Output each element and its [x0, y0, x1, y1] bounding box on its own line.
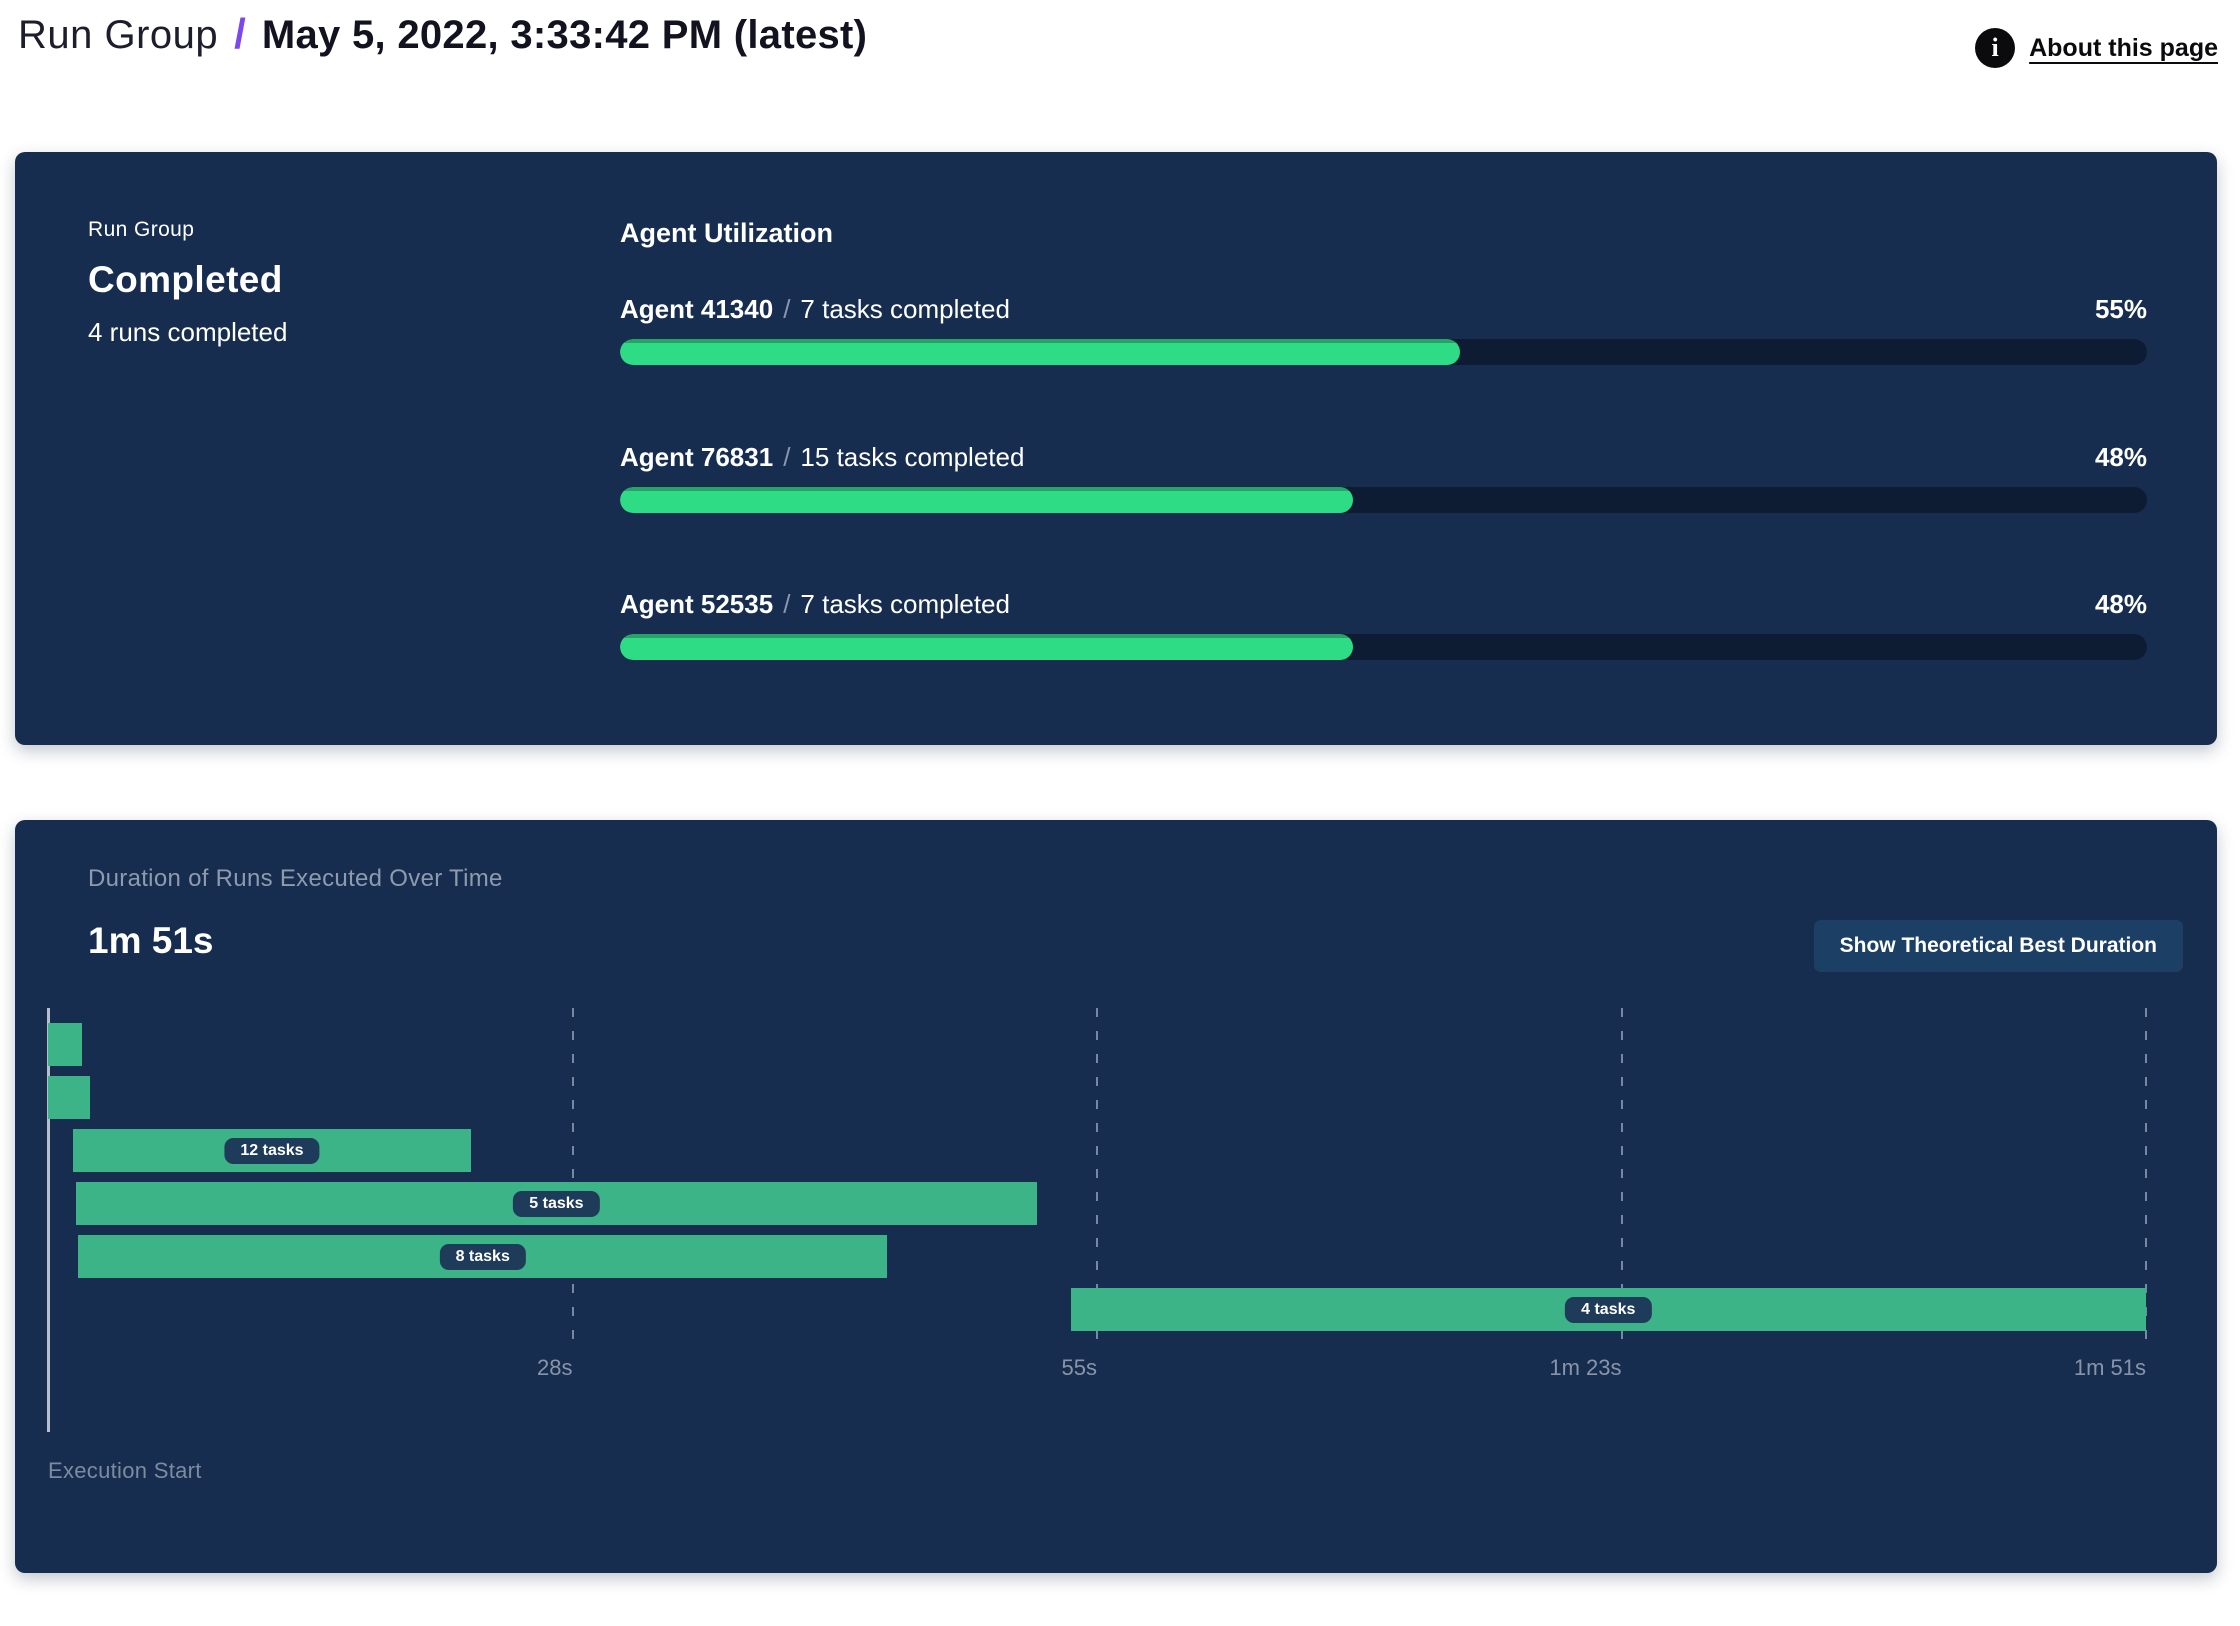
- gantt-row: 5 tasks: [48, 1182, 2146, 1225]
- run-group-summary-panel: Run Group Completed 4 runs completed Age…: [15, 152, 2217, 745]
- run-duration-bar: 12 tasks: [72, 1129, 472, 1172]
- gantt-gridlines: [48, 1008, 2147, 1352]
- info-icon[interactable]: i: [1975, 28, 2016, 68]
- run-duration-bar: 4 tasks: [1070, 1288, 2146, 1331]
- agent-utilization-title: Agent Utilization: [620, 218, 833, 248]
- agent-row: Agent 41340 / 7 tasks completed 55%: [620, 294, 2147, 365]
- agent-label: Agent 41340 / 7 tasks completed: [620, 294, 1010, 325]
- gridline-55s: [1096, 1008, 1098, 1352]
- agent-row-header: Agent 76831 / 15 tasks completed 48%: [620, 442, 2147, 473]
- agent-tasks-completed: 7 tasks completed: [800, 589, 1010, 619]
- breadcrumb-separator: /: [234, 10, 246, 57]
- execution-start-axis-line: [47, 1008, 50, 1432]
- agent-row: Agent 76831 / 15 tasks completed 48%: [620, 442, 2147, 513]
- agent-utilization-percent: 48%: [2094, 589, 2147, 619]
- duration-chart-title: Duration of Runs Executed Over Time: [88, 865, 503, 892]
- agent-row: Agent 52535 / 7 tasks completed 48%: [620, 589, 2147, 660]
- gridline-1m-51s: [2145, 1008, 2147, 1352]
- gantt-row: [48, 1076, 2146, 1119]
- gridline-1m-23s: [1620, 1008, 1623, 1352]
- about-link-label[interactable]: About this page: [2029, 33, 2218, 62]
- utilization-progressbar-track: [620, 487, 2147, 513]
- agent-label: Agent 76831 / 15 tasks completed: [620, 442, 1024, 473]
- utilization-progressbar-track: [620, 634, 2147, 660]
- utilization-progressbar-fill: [620, 339, 1460, 365]
- about-this-page-link[interactable]: i About this page: [1975, 28, 2218, 68]
- gantt-rows: 12 tasks 5 tasks 8 tasks 4 tasks: [48, 1023, 2146, 1341]
- utilization-progressbar-track: [620, 339, 2147, 365]
- runs-completed-count: 4 runs completed: [88, 317, 288, 347]
- gridline-28s: [571, 1008, 574, 1352]
- tick-label: 28s: [537, 1355, 573, 1380]
- agent-utilization-percent: 48%: [2094, 442, 2147, 472]
- tick-label: 1m 23s: [1549, 1355, 1622, 1380]
- run-duration-bar: [48, 1023, 83, 1066]
- agent-row-header: Agent 41340 / 7 tasks completed 55%: [620, 294, 2147, 325]
- tick-label: 1m 51s: [2073, 1355, 2146, 1380]
- tick-label: 55s: [1061, 1355, 1097, 1380]
- agent-separator: /: [783, 442, 791, 472]
- gantt-row: [48, 1023, 2146, 1066]
- run-group-label: Run Group: [88, 218, 195, 241]
- breadcrumb-root[interactable]: Run Group: [18, 13, 219, 57]
- agent-row-header: Agent 52535 / 7 tasks completed 48%: [620, 589, 2147, 620]
- gantt-row: 4 tasks: [48, 1288, 2146, 1331]
- utilization-progressbar-fill: [620, 487, 1353, 513]
- agent-tasks-completed: 7 tasks completed: [800, 294, 1010, 324]
- execution-start-label: Execution Start: [48, 1458, 202, 1483]
- agent-name: Agent 52535: [620, 589, 774, 619]
- duration-panel: Duration of Runs Executed Over Time 1m 5…: [15, 820, 2217, 1573]
- run-duration-bar: 5 tasks: [76, 1182, 1037, 1225]
- agent-separator: /: [783, 294, 791, 324]
- total-duration-value: 1m 51s: [88, 920, 214, 961]
- agent-tasks-completed: 15 tasks completed: [800, 442, 1025, 472]
- agent-name: Agent 41340: [620, 294, 774, 324]
- run-duration-bar: [48, 1076, 90, 1119]
- breadcrumb: Run Group / May 5, 2022, 3:33:42 PM (lat…: [18, 10, 867, 58]
- agent-label: Agent 52535 / 7 tasks completed: [620, 589, 1010, 620]
- task-count-chip: 5 tasks: [513, 1190, 600, 1217]
- gantt-row: 12 tasks: [48, 1129, 2146, 1172]
- utilization-progressbar-fill: [620, 634, 1353, 660]
- gantt-row: 8 tasks: [48, 1235, 2146, 1278]
- agent-utilization-percent: 55%: [2094, 294, 2147, 324]
- status-value: Completed: [88, 259, 283, 300]
- run-duration-bar: 8 tasks: [78, 1235, 888, 1278]
- agent-name: Agent 76831: [620, 442, 774, 472]
- task-count-chip: 4 tasks: [1565, 1296, 1652, 1323]
- time-axis-tick-labels: 28s 55s 1m 23s 1m 51s: [48, 1355, 2146, 1385]
- task-count-chip: 12 tasks: [224, 1137, 320, 1164]
- task-count-chip: 8 tasks: [439, 1243, 526, 1270]
- agent-separator: /: [783, 589, 791, 619]
- show-theoretical-best-duration-button[interactable]: Show Theoretical Best Duration: [1813, 920, 2183, 972]
- run-group-status: Run Group Completed 4 runs completed: [88, 218, 287, 348]
- page-title: May 5, 2022, 3:33:42 PM (latest): [261, 13, 868, 57]
